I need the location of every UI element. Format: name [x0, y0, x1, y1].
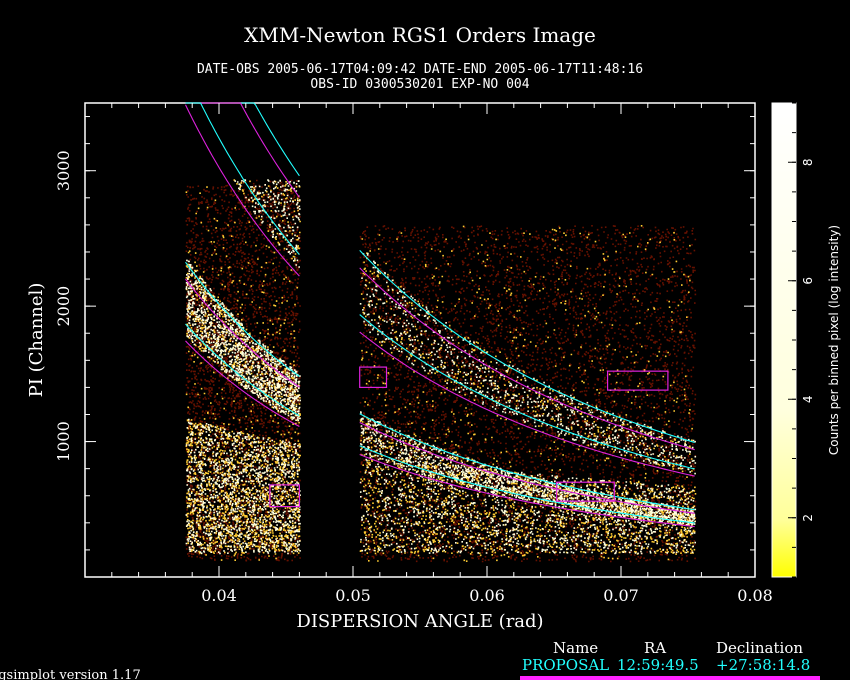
col-ra-header: RA [644, 639, 666, 657]
order-box [606, 370, 669, 391]
order-curve [359, 267, 695, 451]
order-curve [185, 261, 300, 377]
dispersion-image [185, 179, 697, 563]
order-curve [359, 445, 695, 524]
y-axis-label: PI (Channel) [26, 283, 47, 398]
order-curve [185, 104, 300, 277]
cut-off-second-row [520, 676, 820, 680]
y-tick-label: 1000 [54, 421, 73, 462]
order-curve [359, 250, 695, 444]
x-tick-label: 0.07 [603, 586, 639, 605]
order-box [556, 481, 615, 502]
plot-frame [84, 102, 756, 578]
order-curve [359, 413, 695, 511]
order-curve [359, 331, 695, 477]
colorbar-ticks: 2 4 6 8 [788, 102, 815, 578]
proposal-dec: +27:58:14.8 [716, 656, 810, 674]
colorbar-label: Counts per binned pixel (log intensity) [827, 225, 841, 455]
x-tick-label: 0.05 [335, 586, 371, 605]
order-curve [359, 314, 695, 470]
col-dec-header: Declination [716, 639, 803, 657]
chart-title: XMM-Newton RGS1 Orders Image [244, 23, 596, 47]
obs-date-line: DATE-OBS 2005-06-17T04:09:42 DATE-END 20… [197, 62, 643, 77]
plot-area: 0.04 0.05 0.06 0.07 0.08 1000 2000 3000 [54, 102, 773, 605]
y-tick-label: 3000 [54, 150, 73, 191]
proposal-ra: 12:59:49.5 [617, 656, 699, 674]
axis-ticks: 0.04 0.05 0.06 0.07 0.08 1000 2000 3000 [54, 103, 773, 605]
order-curves [185, 102, 695, 528]
x-tick-label: 0.06 [469, 586, 505, 605]
image-pixels [185, 179, 697, 555]
order-box [359, 366, 388, 389]
order-curve [185, 102, 300, 255]
order-box [269, 484, 301, 508]
order-curve [185, 340, 300, 427]
proposal-name: PROPOSAL [522, 656, 609, 674]
x-tick-label: 0.08 [737, 586, 773, 605]
order-curve [185, 278, 300, 388]
y-tick-label: 2000 [54, 286, 73, 327]
image-pixels [185, 179, 697, 563]
order-curve [359, 453, 695, 528]
order-curve [359, 422, 695, 514]
order-boxes [269, 366, 669, 508]
order-curve [185, 323, 300, 417]
obs-id-line: OBS-ID 0300530201 EXP-NO 004 [310, 77, 529, 92]
colorbar-tick-label: 8 [801, 158, 815, 166]
x-axis-label: DISPERSION ANGLE (rad) [296, 611, 543, 632]
order-curve [185, 102, 300, 198]
colorbar-tick-label: 2 [801, 514, 815, 522]
colorbar: 2 4 6 8 Counts per binned pixel (log intens… [771, 102, 841, 578]
col-name-header: Name [553, 639, 598, 657]
colorbar-tick-label: 4 [801, 395, 815, 403]
x-tick-label: 0.04 [201, 586, 237, 605]
colorbar-tick-label: 6 [801, 277, 815, 285]
version-text: rgsimplot version 1.17 [0, 668, 141, 680]
